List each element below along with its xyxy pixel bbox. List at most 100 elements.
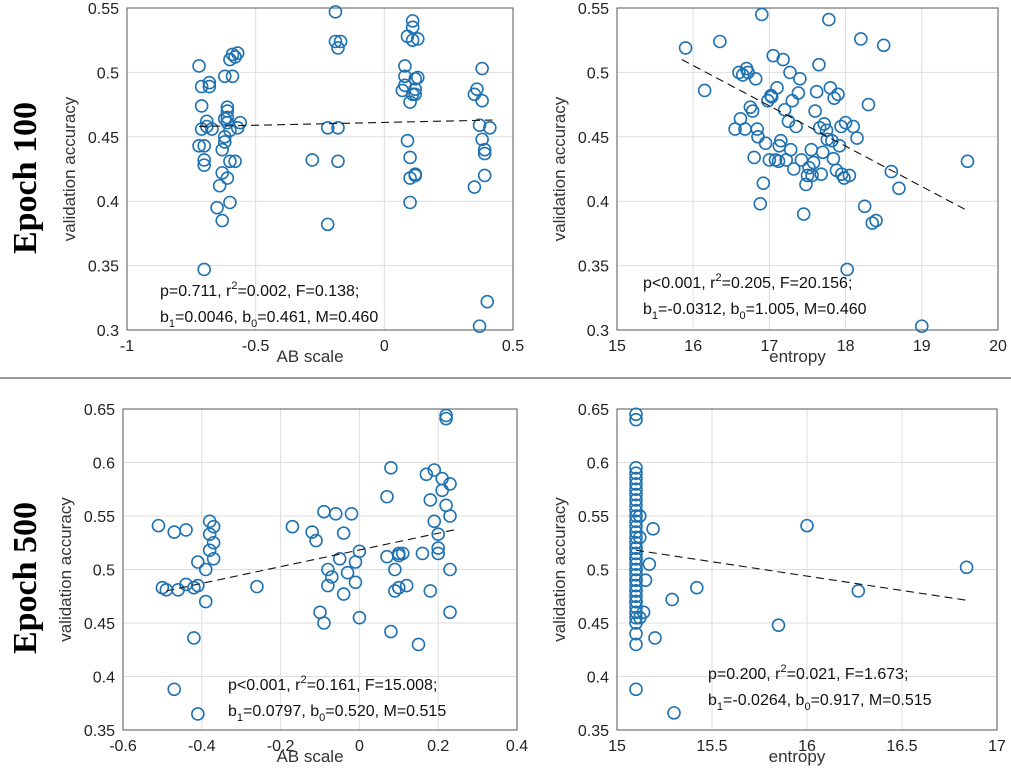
data-point	[794, 153, 809, 167]
y-tick-label: 0.45	[84, 616, 115, 633]
data-point	[817, 117, 832, 131]
x-tick-label: 15	[608, 338, 626, 355]
data-point	[215, 142, 230, 157]
data-point	[477, 146, 492, 161]
data-point	[629, 594, 643, 609]
data-point	[423, 493, 438, 507]
data-point	[804, 142, 819, 157]
scatter-panel-epoch500-entropy: 15 15.5 16 16.5 17 0.35 0.4 0.45 0.5 0.55 0.6 0.65 e…	[550, 402, 1006, 766]
data-point	[869, 213, 883, 228]
x-tick-label: 16	[684, 338, 702, 355]
data-point	[667, 706, 681, 720]
stats-line-2: b1=-0.0312, b0=1.005, M=0.460	[643, 301, 867, 322]
data-point	[380, 549, 394, 564]
data-point	[380, 489, 394, 504]
data-point	[352, 610, 367, 625]
stats-b1-value: =-0.0264,	[723, 692, 796, 709]
data-point	[629, 471, 643, 486]
y-tick-label: 0.55	[578, 1, 609, 18]
data-point	[697, 83, 712, 98]
data-point	[194, 99, 209, 113]
data-point	[772, 139, 787, 153]
stats-b0-symbol: b	[242, 309, 251, 326]
x-tick-label: 0	[355, 738, 364, 755]
data-point	[629, 461, 643, 475]
data-point	[210, 200, 224, 215]
data-point	[750, 122, 765, 136]
scatter-panel-epoch100-ab-scale: -1 -0.5 0 0.5 0.3 0.35 0.4 0.45 0.5 0.55 AB scale v…	[60, 1, 524, 366]
data-point	[197, 262, 211, 277]
data-point	[328, 507, 343, 521]
data-point	[405, 33, 420, 48]
regression-line	[635, 549, 969, 602]
stats-b0-mean: =1.005, M=0.460	[746, 301, 867, 318]
data-point	[179, 523, 193, 537]
data-point	[191, 555, 205, 569]
data-point	[629, 589, 643, 604]
data-point	[713, 34, 727, 49]
y-tick-label: 0.4	[93, 670, 115, 687]
data-point	[808, 104, 822, 118]
stats-b0-mean: =0.917, M=0.515	[811, 692, 932, 709]
y-axis-label: validation accuracy	[550, 497, 569, 642]
data-point	[344, 507, 359, 521]
data-point	[758, 136, 773, 151]
data-point	[799, 177, 813, 192]
y-tick-label: 0.5	[93, 563, 115, 580]
data-point	[753, 196, 768, 211]
stats-b0-subscript: 0	[319, 712, 325, 724]
data-point	[854, 32, 868, 46]
y-tick-label: 0.6	[587, 456, 609, 473]
x-axis-label: entropy	[769, 347, 826, 366]
data-point	[629, 412, 643, 427]
y-tick-label: 0.35	[578, 723, 609, 740]
x-tick-label: -0.2	[267, 738, 295, 755]
data-point	[802, 160, 816, 175]
data-point	[439, 408, 453, 423]
x-tick-label: -1	[120, 338, 134, 355]
data-point	[851, 584, 866, 598]
data-point	[415, 546, 430, 561]
data-point	[774, 133, 788, 148]
data-point	[805, 168, 819, 183]
data-point	[638, 573, 653, 588]
stats-b0-subscript: 0	[251, 318, 257, 330]
stats-b1-symbol: b	[708, 692, 717, 709]
data-point	[423, 584, 438, 598]
x-tick-label: 19	[913, 338, 931, 355]
data-point	[228, 154, 242, 169]
data-point	[197, 153, 211, 167]
data-point	[317, 616, 331, 630]
data-point	[340, 565, 355, 580]
data-point	[167, 682, 182, 697]
y-axis-label: validation accuracy	[550, 96, 569, 241]
y-tick-label: 0.45	[578, 616, 609, 633]
data-point	[391, 548, 406, 563]
y-tick-label: 0.65	[84, 402, 115, 419]
data-point	[846, 119, 861, 134]
data-point	[815, 145, 830, 160]
data-point	[223, 123, 237, 138]
stats-b1-symbol: b	[228, 703, 237, 720]
data-point	[388, 584, 402, 598]
data-point	[754, 7, 769, 22]
data-point	[427, 514, 442, 529]
stats-b0-subscript: 0	[804, 701, 810, 713]
stats-b0-symbol: b	[310, 703, 319, 720]
y-tick-label: 0.35	[84, 723, 115, 740]
data-point	[783, 65, 797, 80]
data-point	[732, 65, 746, 80]
plot-frame	[616, 408, 998, 731]
data-point	[320, 120, 335, 135]
x-tick-label: 0.5	[502, 338, 524, 355]
data-point	[959, 560, 974, 575]
data-point	[410, 32, 425, 46]
data-point	[331, 41, 345, 55]
stats-r-exponent: 2	[231, 280, 237, 292]
y-tick-label: 0.3	[587, 323, 609, 340]
data-point	[629, 562, 643, 577]
y-tick-label: 0.35	[578, 259, 609, 276]
data-point	[403, 150, 417, 165]
stats-b0-mean: =0.461, M=0.460	[257, 309, 378, 326]
data-point	[629, 637, 643, 652]
